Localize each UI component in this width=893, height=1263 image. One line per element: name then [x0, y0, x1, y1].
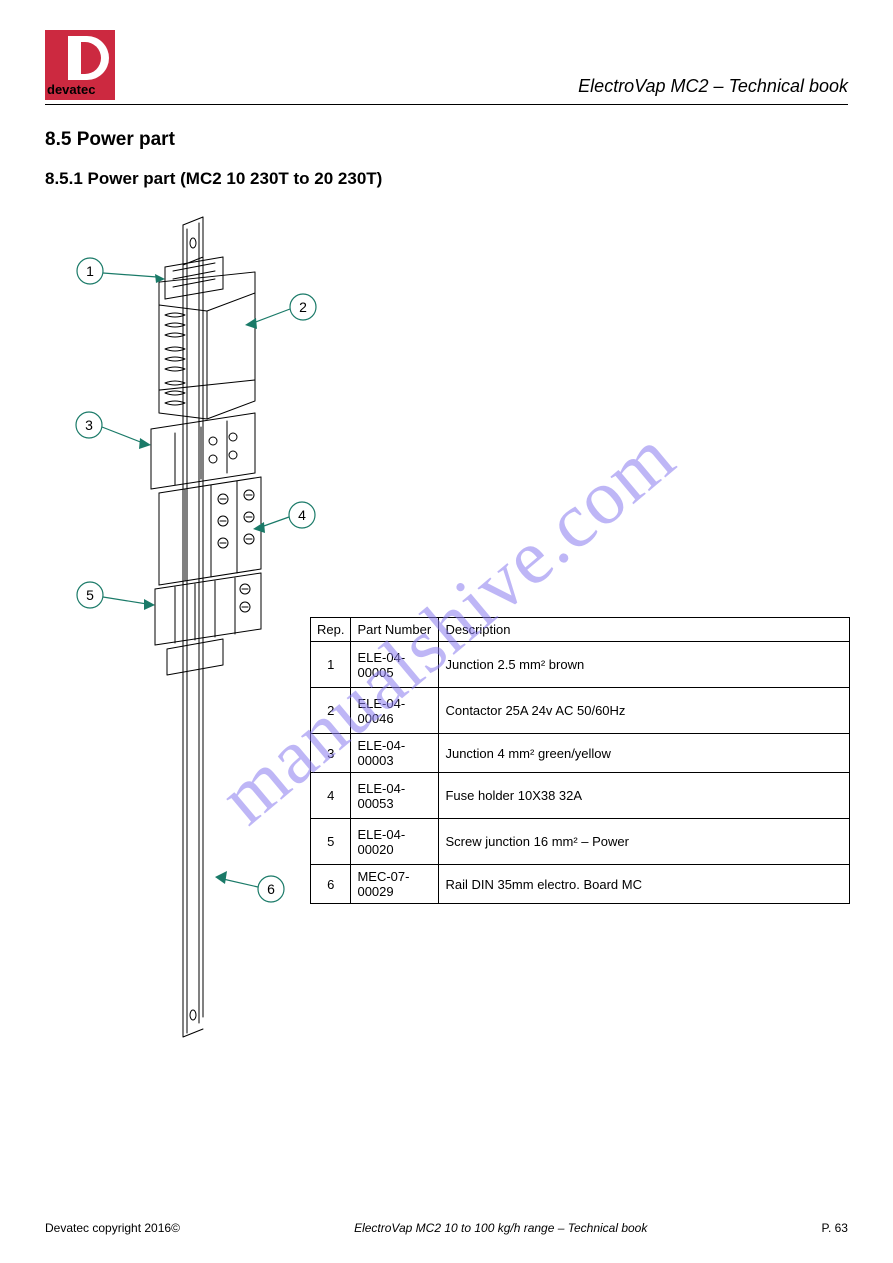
section-text: Power part	[77, 129, 175, 150]
svg-text:6: 6	[267, 881, 275, 897]
footer-right: P. 63	[822, 1221, 848, 1235]
table-row: 5 ELE-04-00020 Screw junction 16 mm² – P…	[311, 819, 850, 865]
page-footer: Devatec copyright 2016© ElectroVap MC2 1…	[45, 1221, 848, 1235]
end-clamp-shape	[167, 639, 223, 675]
table-row: 6 MEC-07-00029 Rail DIN 35mm electro. Bo…	[311, 865, 850, 904]
table-row: 1 ELE-04-00005 Junction 2.5 mm² brown	[311, 642, 850, 688]
col-desc: Description	[439, 618, 850, 642]
callout-4: 4	[253, 502, 315, 533]
page: devatec ElectroVap MC2 – Technical book …	[0, 0, 893, 1263]
content-area: 1 2 3	[45, 197, 848, 1067]
svg-text:4: 4	[298, 507, 306, 523]
table-row: 2 ELE-04-00046 Contactor 25A 24v AC 50/6…	[311, 688, 850, 734]
page-header: devatec ElectroVap MC2 – Technical book	[45, 30, 848, 105]
callout-3: 3	[76, 412, 151, 449]
col-part: Part Number	[351, 618, 439, 642]
din-rail-shape	[183, 217, 203, 1037]
screw-junction-shape	[155, 573, 261, 645]
brand-logo-text: devatec	[47, 82, 95, 97]
svg-text:2: 2	[299, 299, 307, 315]
callout-6: 6	[215, 871, 284, 902]
callout-5: 5	[77, 582, 155, 610]
subsection-text: Power part (MC2 10 230T to 20 230T)	[88, 169, 383, 188]
footer-left: Devatec copyright 2016©	[45, 1221, 180, 1235]
callout-1: 1	[77, 258, 165, 284]
svg-text:5: 5	[86, 587, 94, 603]
table-header-row: Rep. Part Number Description	[311, 618, 850, 642]
parts-table-body: 1 ELE-04-00005 Junction 2.5 mm² brown 2 …	[311, 642, 850, 904]
subsection-title: 8.5.1 Power part (MC2 10 230T to 20 230T…	[45, 169, 848, 189]
parts-table: Rep. Part Number Description 1 ELE-04-00…	[310, 617, 850, 904]
svg-text:1: 1	[86, 263, 94, 279]
header-breadcrumb: ElectroVap MC2 – Technical book	[135, 30, 848, 97]
contactor-shape	[159, 272, 255, 419]
svg-text:3: 3	[85, 417, 93, 433]
table-row: 4 ELE-04-00053 Fuse holder 10X38 32A	[311, 773, 850, 819]
fuse-holder-shape	[159, 477, 261, 585]
section-number: 8.5	[45, 129, 71, 150]
section-title: 8.5 Power part	[45, 129, 848, 151]
table-row: 3 ELE-04-00003 Junction 4 mm² green/yell…	[311, 734, 850, 773]
subsection-number: 8.5.1	[45, 169, 83, 188]
callout-2: 2	[245, 294, 316, 329]
exploded-diagram: 1 2 3	[55, 197, 335, 1067]
col-rep: Rep.	[311, 618, 351, 642]
brand-logo: devatec	[45, 30, 115, 100]
parts-table-container: Rep. Part Number Description 1 ELE-04-00…	[310, 617, 850, 904]
footer-mid: ElectroVap MC2 10 to 100 kg/h range – Te…	[354, 1221, 647, 1235]
